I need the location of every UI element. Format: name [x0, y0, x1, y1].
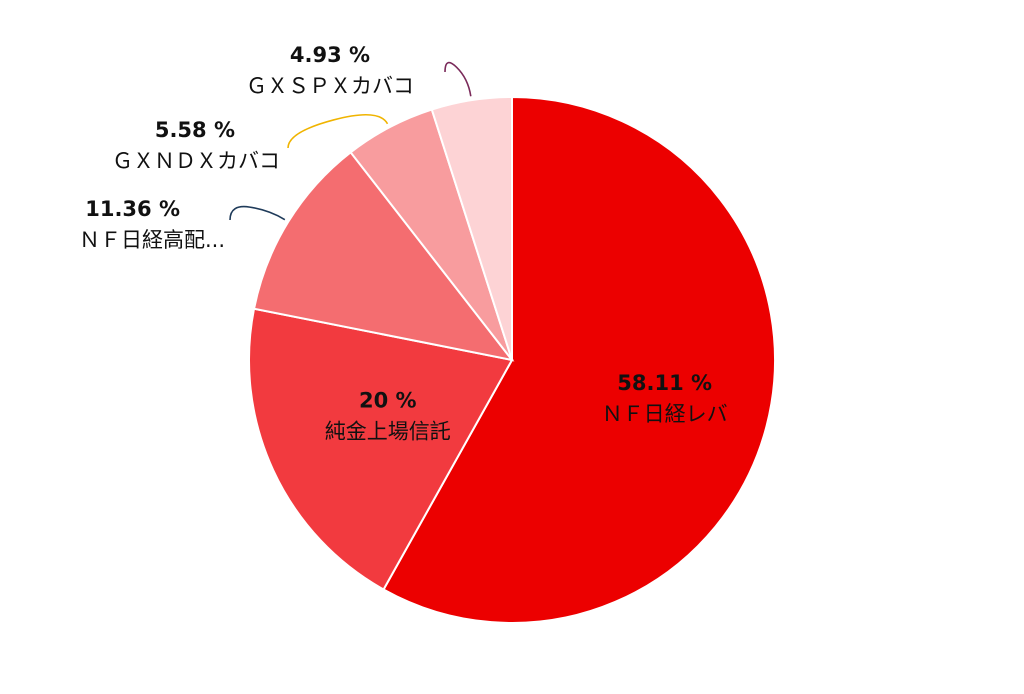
data-label: 58.11 % [617, 371, 712, 395]
data-label: 20 % [359, 388, 417, 412]
leader-line [444, 61, 472, 97]
data-label: 11.36 % [85, 197, 180, 221]
category-label: ＮＦ日経高配... [79, 228, 225, 252]
category-label: ＧＸＳＰＸカバコ [246, 74, 414, 98]
leader-line [287, 114, 389, 149]
pie-slice [430, 95, 513, 361]
data-label: 5.58 % [155, 118, 235, 142]
category-label: ＮＦ日経レバ [602, 402, 728, 426]
pie-slice [382, 95, 776, 624]
category-label: ＧＸＮＤＸカバコ [112, 149, 280, 173]
category-label: 純金上場信託 [325, 419, 451, 443]
pie-slice [252, 150, 515, 362]
leader-line [229, 205, 286, 221]
data-label: 4.93 % [290, 43, 370, 67]
pie-slice [248, 307, 514, 591]
